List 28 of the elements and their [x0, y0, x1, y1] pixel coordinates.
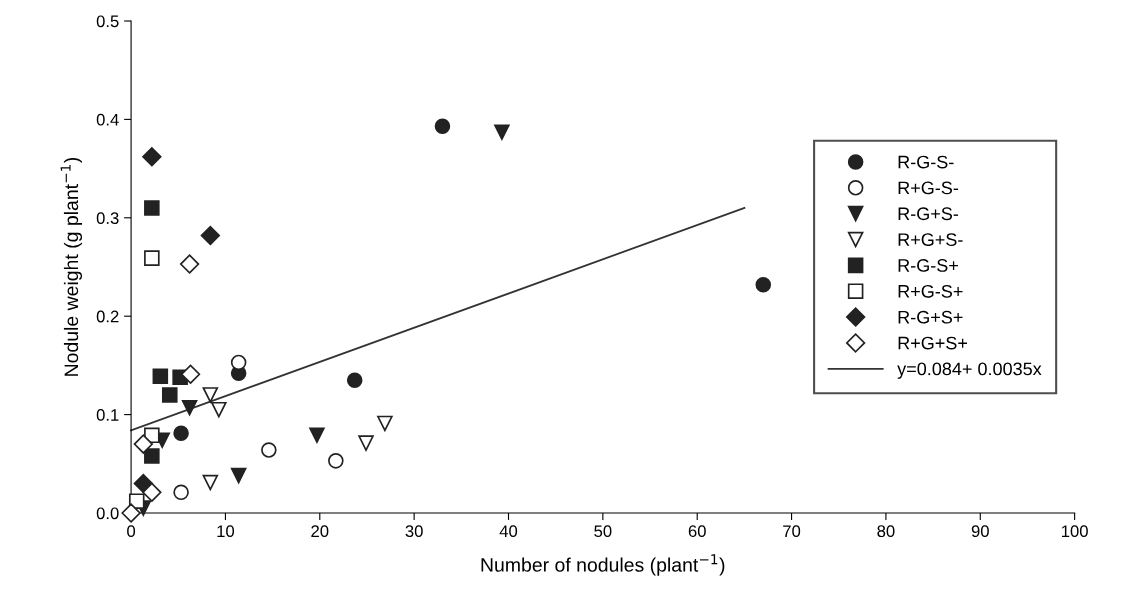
legend-label: R+G+S+ — [898, 336, 968, 350]
legend-label: R+G+S- — [898, 233, 963, 246]
y-tick-label: 0.0 — [96, 507, 119, 520]
x-tick-label: 60 — [688, 525, 706, 538]
x-axis-title: Number of nodules (plant$^{−1}$) — [481, 554, 725, 576]
y-tick-label: 0.2 — [96, 310, 119, 323]
x-tick-label: 50 — [594, 525, 612, 538]
y-tick-label: 0.1 — [96, 409, 119, 421]
legend-label: R+G-S+ — [898, 284, 963, 298]
x-tick-label: 10 — [217, 525, 235, 538]
x-tick-label: 100 — [1062, 525, 1088, 538]
legend-label: R+G-S- — [898, 181, 959, 195]
x-tick-label: 30 — [405, 525, 423, 538]
legend-label: R-G+S- — [898, 207, 959, 221]
x-tick-label: 0 — [127, 525, 136, 538]
x-tick-label: 20 — [311, 525, 329, 538]
legend-label: y=0.084+ 0.0035x — [897, 362, 1042, 379]
y-tick-label: 0.3 — [96, 212, 119, 224]
x-tick-label: 40 — [499, 525, 518, 538]
x-tick-label: 80 — [877, 525, 895, 538]
legend-label: R-G-S+ — [898, 259, 958, 272]
y-tick-label: 0.4 — [96, 113, 119, 126]
legend-label: R-G+S+ — [898, 310, 963, 324]
x-tick-label: 70 — [783, 525, 801, 538]
legend-label: R-G-S- — [898, 155, 954, 169]
y-axis-title: Nodule weight (g plant$^{−1}$) — [60, 157, 83, 376]
y-tick-label: 0.5 — [96, 15, 119, 28]
x-tick-label: 90 — [971, 525, 989, 538]
